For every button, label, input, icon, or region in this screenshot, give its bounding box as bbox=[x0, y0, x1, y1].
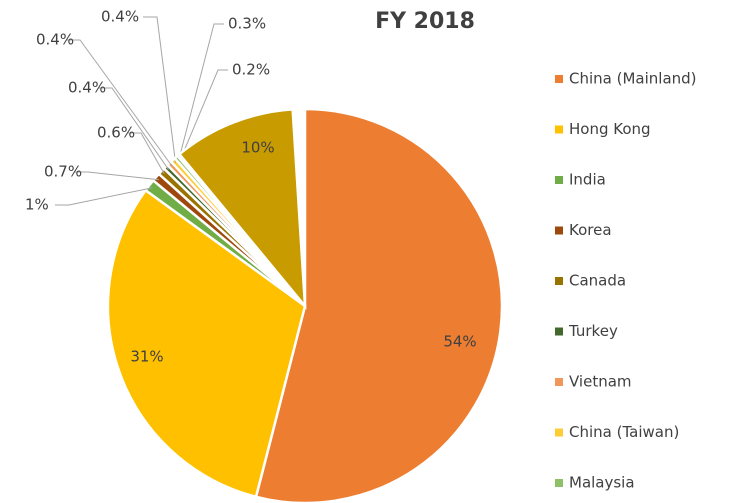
legend-swatch bbox=[555, 176, 563, 184]
data-label: 10% bbox=[241, 139, 274, 157]
data-label: 0.4% bbox=[68, 79, 106, 97]
legend-swatch bbox=[555, 226, 563, 235]
legend-swatch bbox=[555, 327, 563, 336]
legend-label: Malaysia bbox=[569, 474, 635, 492]
data-label: 31% bbox=[130, 348, 163, 366]
data-label: 0.7% bbox=[44, 163, 82, 181]
legend-label: India bbox=[569, 171, 606, 189]
leader-line bbox=[178, 23, 224, 161]
legend-label: Turkey bbox=[568, 322, 618, 340]
data-label: 54% bbox=[443, 333, 476, 351]
legend-swatch bbox=[555, 277, 563, 285]
legend-swatch bbox=[555, 378, 563, 386]
legend-label: Canada bbox=[569, 272, 626, 290]
chart-title: FY 2018 bbox=[375, 9, 475, 34]
legend-swatch bbox=[555, 479, 563, 487]
legend-label: China (Mainland) bbox=[569, 70, 697, 88]
data-label: 0.4% bbox=[36, 31, 74, 49]
legend-label: Vietnam bbox=[569, 373, 632, 391]
legend-label: China (Taiwan) bbox=[569, 423, 679, 441]
legend-swatch bbox=[555, 125, 563, 134]
leader-line bbox=[143, 16, 177, 163]
leader-line bbox=[74, 171, 160, 181]
pie-slice bbox=[254, 107, 504, 503]
data-label: 1% bbox=[25, 196, 49, 214]
data-label: 0.4% bbox=[101, 8, 139, 26]
pie-slice bbox=[177, 108, 307, 310]
leader-line bbox=[55, 187, 153, 206]
leader-line bbox=[66, 39, 173, 167]
legend-label: Hong Kong bbox=[569, 120, 651, 138]
leader-line bbox=[127, 132, 165, 175]
data-label: 0.6% bbox=[97, 124, 135, 142]
legend-swatch bbox=[555, 428, 563, 437]
legend-swatch bbox=[555, 75, 563, 83]
leader-line bbox=[180, 69, 228, 159]
legend-label: Korea bbox=[569, 221, 612, 239]
data-label: 0.2% bbox=[232, 61, 270, 79]
leader-line bbox=[98, 87, 169, 170]
pie-slice bbox=[106, 188, 307, 499]
data-label: 0.3% bbox=[228, 15, 266, 33]
